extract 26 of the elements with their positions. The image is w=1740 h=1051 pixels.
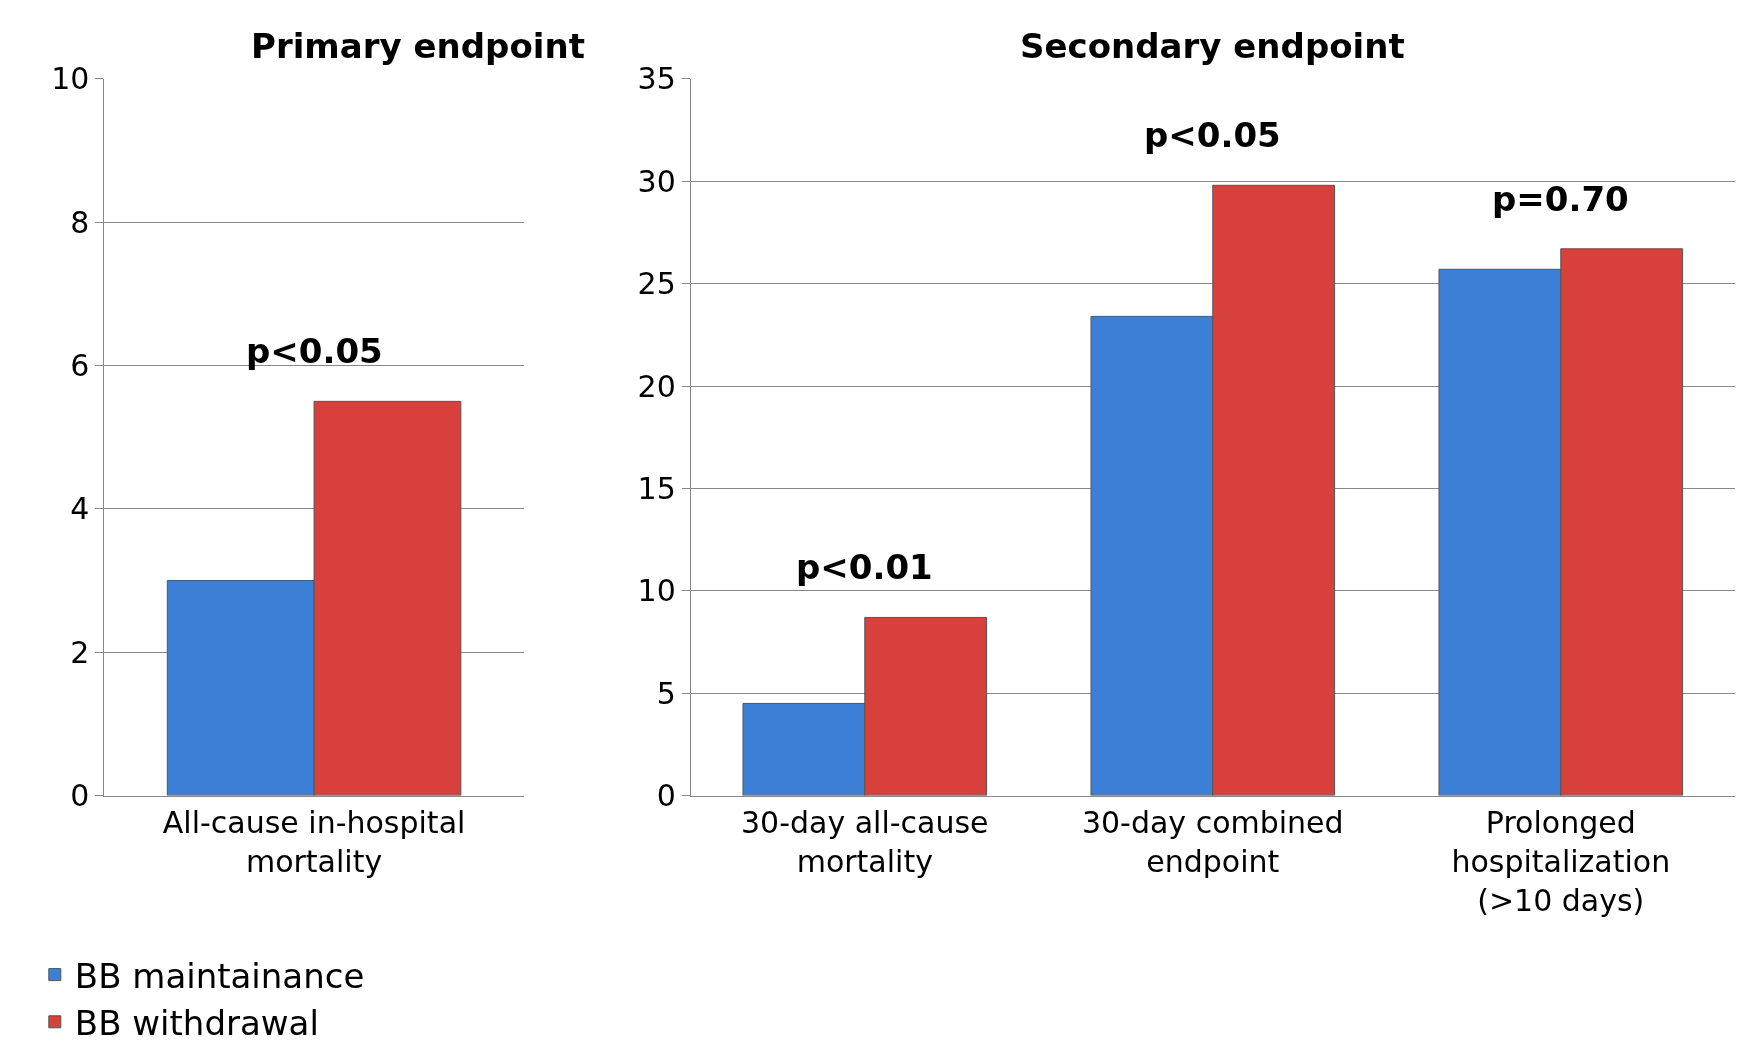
chart-title: Primary endpoint <box>251 26 585 66</box>
x-tick-label: 30-day combined endpoint <box>1081 804 1344 879</box>
y-tick-label: 0 <box>70 778 90 814</box>
annotation: p<0.05 <box>1144 115 1281 155</box>
y-tick-label: 35 <box>637 61 676 97</box>
x-tick-label: 30-day all-cause mortality <box>740 804 989 879</box>
y-tick-label: 0 <box>656 778 676 814</box>
y-tick-label: 2 <box>70 634 90 670</box>
legend-label: BB maintainance <box>74 955 365 996</box>
x-tick-label: All-cause in-hospital mortality <box>162 804 466 879</box>
y-tick-label: 4 <box>70 491 90 527</box>
y-tick-label: 5 <box>656 675 676 711</box>
y-tick-label: 10 <box>637 573 676 609</box>
y-tick-label: 10 <box>51 61 90 97</box>
y-tick-label: 30 <box>637 163 676 199</box>
chart-title: Secondary endpoint <box>1020 26 1405 66</box>
y-tick-label: 25 <box>637 266 676 302</box>
annotation: p=0.70 <box>1492 179 1629 219</box>
y-tick-label: 15 <box>637 470 676 506</box>
y-tick-label: 6 <box>70 348 90 384</box>
annotation: p<0.05 <box>246 331 383 371</box>
x-tick-label: Prolonged hospitalization (>10 days) <box>1451 804 1671 918</box>
y-tick-label: 20 <box>637 368 676 404</box>
legend-label: BB withdrawal <box>74 1003 319 1044</box>
annotation: p<0.01 <box>796 547 933 587</box>
y-tick-label: 8 <box>70 204 90 240</box>
